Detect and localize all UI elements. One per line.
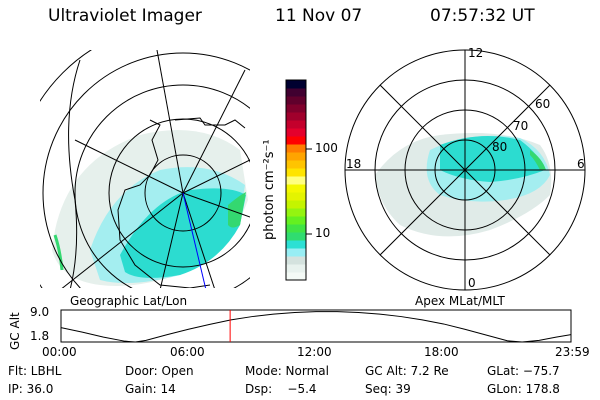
colorbar-segment	[286, 144, 306, 153]
colorbar-segment	[286, 272, 306, 281]
filter-info: Flt: LBHL	[8, 364, 62, 378]
right-map-caption: Apex MLat/MLT	[415, 294, 505, 308]
orbit-xtick-4: 23:59	[555, 345, 590, 359]
mlt-label-12: 12	[468, 46, 484, 60]
lat-label-60: 60	[535, 97, 551, 111]
colorbar	[286, 80, 306, 281]
colorbar-segment	[286, 168, 306, 177]
orbit-altitude-line	[60, 311, 572, 343]
colorbar-segment	[286, 176, 306, 185]
colorbar-segment	[286, 160, 306, 169]
colorbar-segment	[286, 152, 306, 161]
colorbar-segment	[286, 240, 306, 249]
colorbar-segment	[286, 208, 306, 217]
colorbar-segment	[286, 248, 306, 257]
orbit-ylabel: GC Alt	[8, 312, 22, 350]
orbit-ytick-bottom: 1.8	[30, 329, 50, 343]
colorbar-segment	[286, 224, 306, 233]
geographic-map	[40, 50, 250, 288]
door-info: Door: Open	[125, 364, 194, 378]
date-label: 11 Nov 07	[275, 6, 363, 26]
polar-outer-ring	[344, 49, 586, 291]
colorbar-segment	[286, 264, 306, 273]
lat-label-80: 80	[492, 140, 508, 154]
orbit-xtick-0: 00:00	[42, 345, 77, 359]
polar-map	[345, 50, 585, 290]
colorbar-tick-10: 10	[315, 226, 331, 240]
gain-info: Gain: 14	[125, 382, 176, 396]
colorbar-segment	[286, 88, 306, 97]
gc-alt-info: GC Alt: 7.2 Re	[365, 364, 449, 378]
orbit-ytick-top: 9.0	[30, 305, 50, 319]
colorbar-segment	[286, 112, 306, 121]
seq-info: Seq: 39	[365, 382, 411, 396]
colorbar-segment	[286, 128, 306, 137]
mode-info: Mode: Normal	[245, 364, 329, 378]
colorbar-segment	[286, 232, 306, 241]
colorbar-ticks	[306, 148, 312, 235]
colorbar-segment	[286, 200, 306, 209]
colorbar-segment	[286, 136, 306, 145]
time-label: 07:57:32 UT	[430, 6, 535, 26]
colorbar-segment	[286, 216, 306, 225]
glon-info: GLon: 178.8	[487, 382, 560, 396]
colorbar-segment	[286, 80, 306, 89]
orbit-xtick-1: 06:00	[170, 345, 205, 359]
colorbar-label: photon cm⁻²s⁻¹	[262, 139, 277, 240]
colorbar-segment	[286, 120, 306, 129]
mlt-label-18: 18	[346, 157, 362, 171]
lat-label-70: 70	[513, 119, 529, 133]
orbit-xtick-2: 12:00	[297, 345, 332, 359]
ip-info: IP: 36.0	[8, 382, 54, 396]
colorbar-segment	[286, 104, 306, 113]
glat-info: GLat: −75.7	[487, 364, 560, 378]
left-map-caption: Geographic Lat/Lon	[70, 294, 188, 308]
orbit-xtick-3: 18:00	[424, 345, 459, 359]
colorbar-segment	[286, 256, 306, 265]
colorbar-segment	[286, 192, 306, 201]
colorbar-segment	[286, 184, 306, 193]
colorbar-segment	[286, 96, 306, 105]
instrument-title: Ultraviolet Imager	[48, 6, 202, 26]
colorbar-tick-100: 100	[315, 141, 338, 155]
dsp-info: Dsp: −5.4	[245, 382, 317, 396]
mlt-label-0: 0	[468, 276, 476, 290]
colorbar-frame	[285, 79, 307, 281]
mlt-label-6: 6	[577, 157, 585, 171]
orbit-plot-frame	[60, 309, 572, 343]
